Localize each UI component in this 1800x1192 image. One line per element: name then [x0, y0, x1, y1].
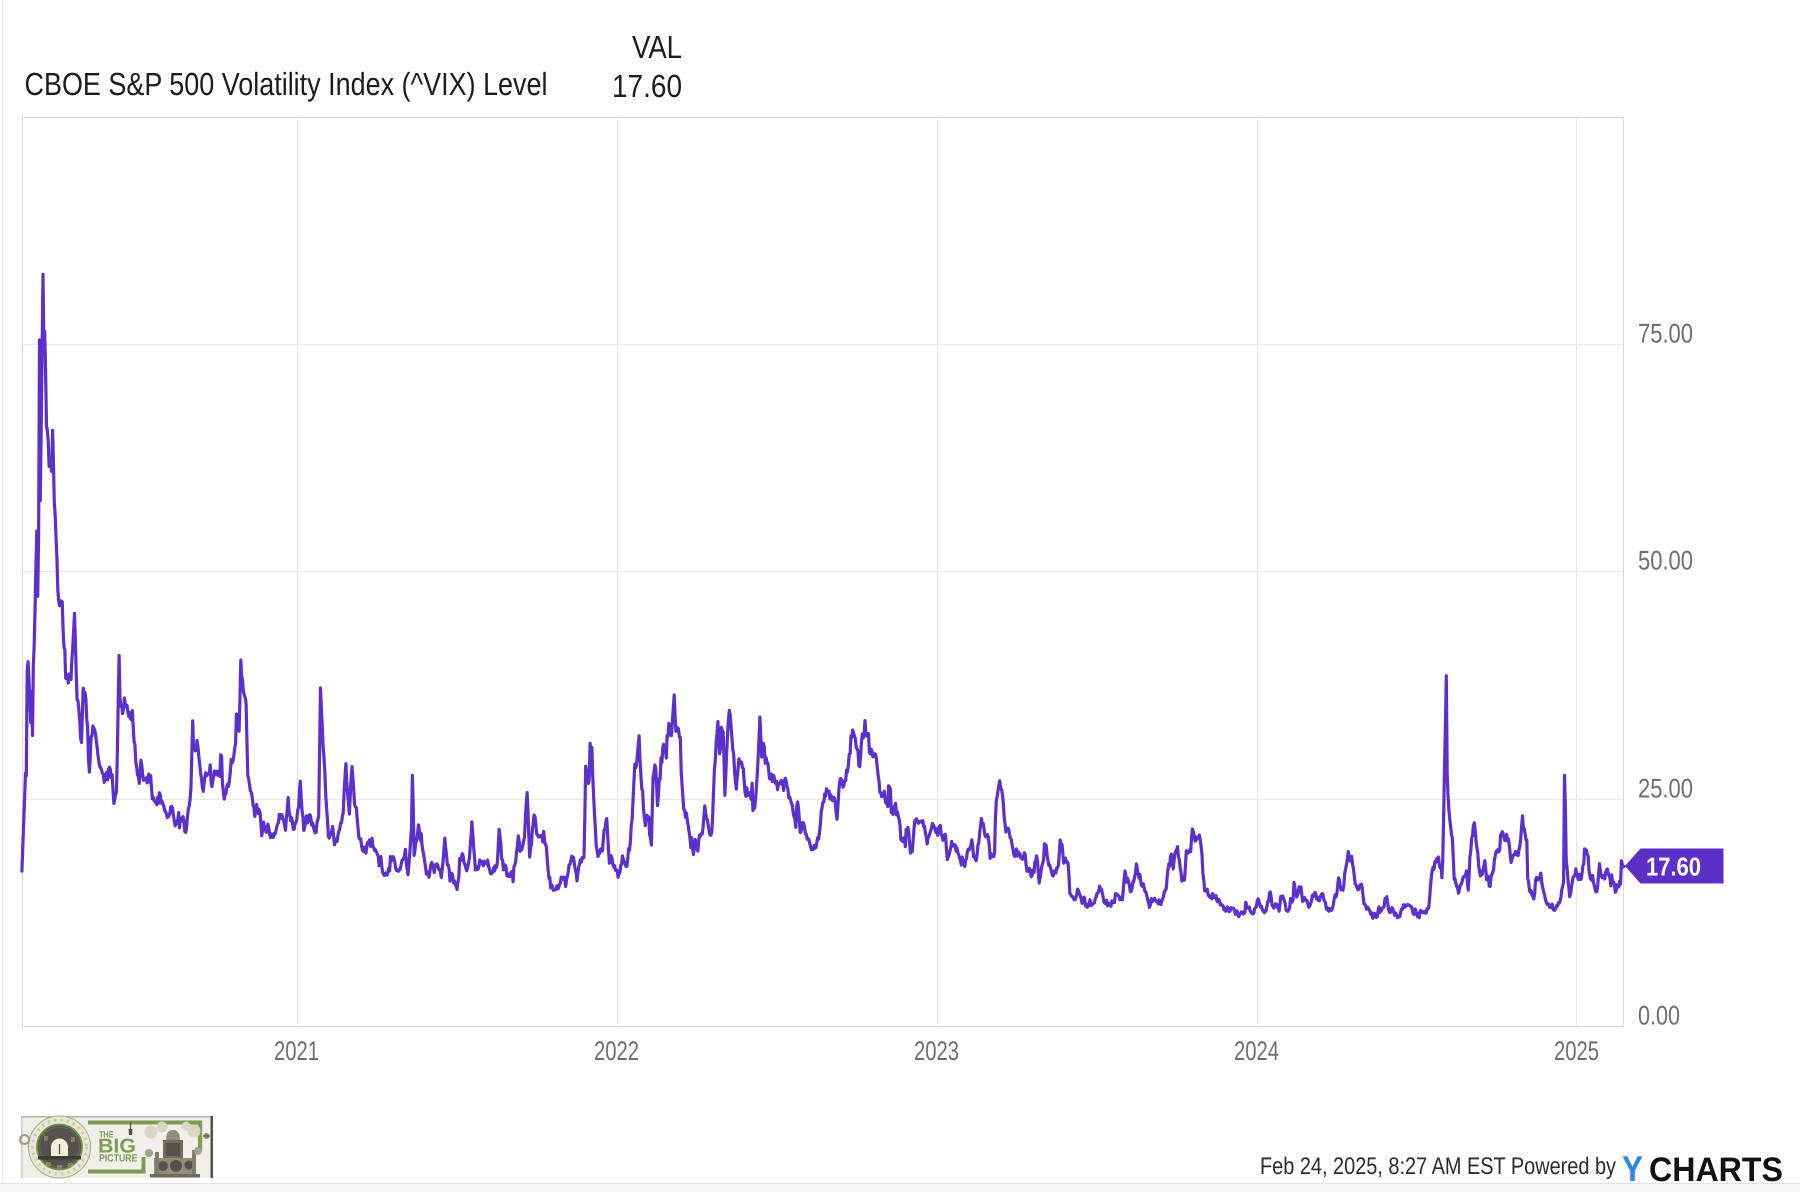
svg-text:75.00: 75.00 — [1638, 319, 1693, 349]
svg-text:17.60: 17.60 — [612, 68, 682, 104]
svg-text:CBOE S&P 500 Volatility Index: CBOE S&P 500 Volatility Index (^VIX) Lev… — [25, 66, 548, 102]
svg-text:17.60: 17.60 — [1646, 852, 1701, 882]
svg-text:50.00: 50.00 — [1638, 546, 1693, 576]
svg-text:2024: 2024 — [1234, 1036, 1279, 1066]
svg-text:25.00: 25.00 — [1638, 774, 1693, 804]
svg-text:2025: 2025 — [1554, 1036, 1599, 1066]
svg-text:BIG: BIG — [98, 1136, 136, 1158]
svg-text:Y: Y — [1622, 1148, 1643, 1189]
svg-text:2023: 2023 — [914, 1036, 959, 1066]
svg-text:0.00: 0.00 — [1638, 1001, 1680, 1031]
svg-text:CHARTS: CHARTS — [1649, 1151, 1783, 1189]
svg-text:Feb 24, 2025, 8:27 AM EST Powe: Feb 24, 2025, 8:27 AM EST Powered by — [1260, 1153, 1616, 1180]
svg-text:2022: 2022 — [594, 1036, 639, 1066]
svg-text:2021: 2021 — [274, 1036, 319, 1066]
svg-text:THE: THE — [99, 1130, 114, 1140]
svg-text:VAL: VAL — [632, 29, 682, 65]
svg-text:PICTURE: PICTURE — [99, 1153, 138, 1165]
